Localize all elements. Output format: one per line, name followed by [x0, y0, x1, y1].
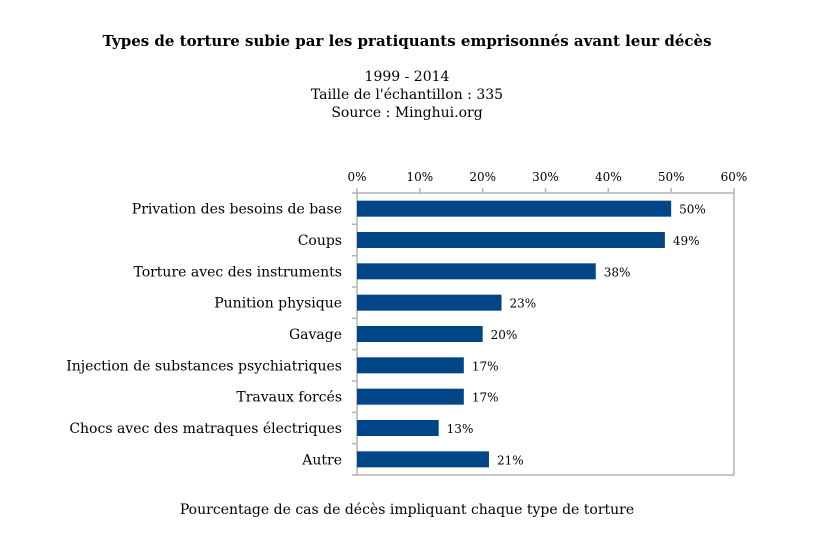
category-label: Injection de substances psychiatriques [66, 358, 342, 374]
data-label: 23% [510, 297, 537, 311]
chart-subtitle: 1999 - 2014 Taille de l'échantillon : 33… [0, 68, 814, 122]
bar [357, 232, 665, 248]
bar [357, 263, 596, 280]
chart-title: Types de torture subie par les pratiquan… [102, 32, 712, 50]
data-label: 49% [673, 234, 700, 248]
bar [357, 388, 464, 405]
x-tick-label: 50% [658, 170, 685, 184]
x-axis-label: Pourcentage de cas de décès impliquant c… [179, 502, 635, 518]
subtitle-source: Source : Minghui.org [331, 105, 483, 121]
subtitle-sample-size: Taille de l'échantillon : 335 [310, 87, 504, 103]
category-label: Autre [301, 452, 342, 468]
category-label: Torture avec des instruments [133, 264, 342, 280]
category-label: Travaux forcés [236, 390, 342, 406]
category-label: Coups [298, 233, 342, 249]
x-tick-label: 20% [469, 170, 496, 184]
data-label: 38% [604, 265, 631, 279]
x-tick-label: 30% [532, 170, 559, 184]
bar [357, 451, 489, 468]
bar [357, 294, 502, 311]
x-tick-label: 60% [721, 170, 748, 184]
bar [357, 420, 439, 436]
category-label: Gavage [289, 327, 342, 343]
bar [357, 357, 464, 374]
x-tick-label: 40% [595, 170, 622, 184]
data-label: 13% [447, 422, 474, 436]
category-label: Punition physique [214, 296, 342, 312]
data-label: 17% [472, 359, 499, 373]
data-label: 50% [679, 203, 706, 217]
category-label: Chocs avec des matraques électriques [69, 421, 342, 437]
subtitle-years: 1999 - 2014 [364, 69, 450, 85]
x-tick-label: 0% [347, 170, 366, 184]
category-label: Privation des besoins de base [132, 202, 342, 218]
bar [357, 326, 483, 342]
x-tick-label: 10% [406, 170, 433, 184]
data-label: 20% [491, 328, 518, 342]
bar [357, 200, 672, 217]
data-label: 21% [497, 453, 524, 467]
data-label: 17% [472, 391, 499, 405]
